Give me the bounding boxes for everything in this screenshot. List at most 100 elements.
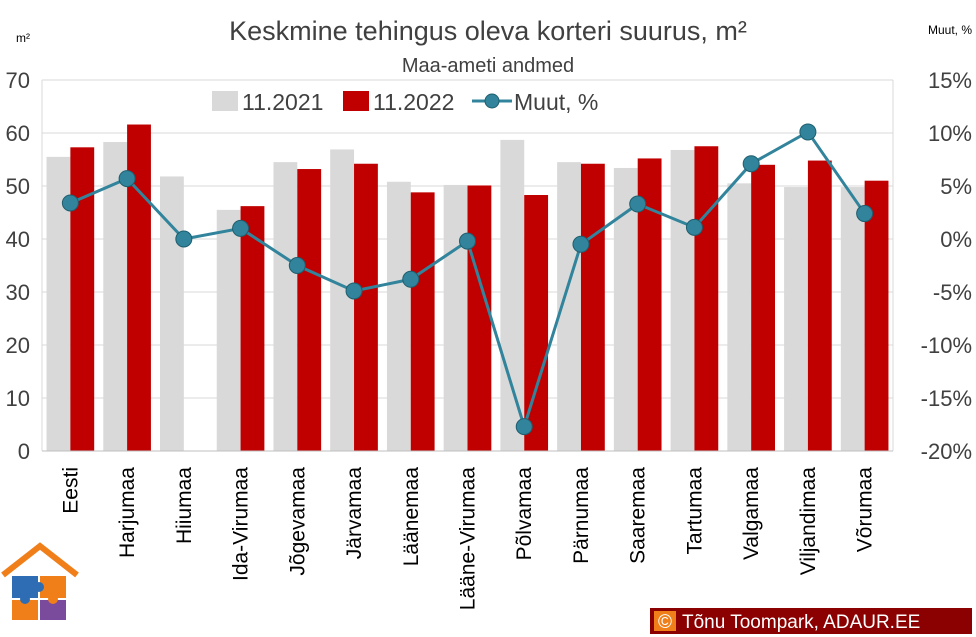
x-category-label: Pärnumaa [570, 467, 593, 564]
bar-2021 [784, 187, 808, 451]
logo-piece-orange-2 [12, 600, 38, 620]
bar-2022 [127, 124, 151, 452]
change-point [629, 195, 647, 213]
bar-2022 [751, 164, 775, 452]
copyright-symbol: © [658, 612, 672, 633]
chart-title: Keskmine tehingus oleva korteri suurus, … [229, 16, 747, 46]
bar-2021 [727, 183, 752, 451]
y-right-tick-label: -15% [921, 386, 972, 411]
bar-2021 [670, 149, 695, 451]
legend-swatch-2022 [343, 91, 369, 111]
bar-2021 [613, 167, 638, 452]
bars [46, 124, 889, 452]
legend-swatch-2021 [212, 91, 238, 111]
y-right-tick-label: -10% [921, 333, 972, 358]
y-right-tick-label: -20% [921, 439, 972, 464]
adaur-logo [1, 542, 79, 620]
bar-2021 [386, 181, 411, 451]
bar-2021 [443, 184, 468, 451]
y-left-tick-label: 60 [6, 121, 30, 146]
change-point [685, 218, 703, 236]
bar-2022 [637, 158, 662, 451]
y-left-tick-label: 20 [6, 333, 30, 358]
bar-2022 [354, 163, 378, 452]
x-category-label: Eesti [59, 467, 82, 514]
copyright-symbol-box [654, 611, 676, 631]
logo-piece-orange [40, 576, 66, 598]
bar-2021 [557, 162, 581, 451]
y-left-tick-label: 0 [18, 439, 30, 464]
y-left-tick-label: 70 [6, 68, 30, 93]
y-left-tick-label: 10 [6, 386, 30, 411]
legend-label-change: Muut, % [514, 89, 598, 115]
change-point [515, 418, 533, 436]
logo-knob-1 [34, 582, 44, 592]
bar-2021 [273, 162, 298, 451]
bar-2022 [70, 147, 95, 451]
x-category-label: Võrumaa [854, 467, 877, 553]
legend-label-2022: 11.2022 [373, 89, 454, 115]
bar-2022 [467, 185, 492, 451]
logo-knob-2 [48, 594, 58, 604]
bar-2022 [240, 206, 265, 451]
change-point [742, 155, 760, 173]
bar-2021 [216, 209, 241, 451]
legend-label-2021: 11.2021 [242, 89, 323, 115]
bar-2022 [410, 192, 435, 452]
y-right-tick-label: 15% [928, 68, 972, 93]
change-point [232, 219, 250, 237]
copyright-text: Tõnu Toompark, ADAUR.EE [682, 612, 920, 633]
legend: 11.2021 11.2022 Muut, % [212, 89, 598, 115]
change-point [288, 257, 306, 274]
y-left-tick-label: 50 [6, 174, 30, 199]
x-category-label: Tartumaa [683, 467, 706, 555]
bar-2021 [160, 176, 184, 451]
change-point [345, 282, 363, 300]
bar-2022 [864, 180, 889, 451]
x-category-label: Viljandimaa [797, 467, 820, 575]
bar-2022 [580, 163, 605, 452]
change-point [856, 205, 874, 223]
legend-marker-change [484, 93, 500, 109]
change-point [572, 235, 590, 253]
bar-2022 [807, 160, 832, 451]
bar-2022 [524, 195, 549, 451]
x-category-label: Järvamaa [343, 467, 366, 560]
bar-2022 [694, 146, 719, 451]
y-right-tick-label: 0% [940, 227, 972, 252]
x-category-label: Saaremaa [627, 467, 650, 564]
bar-2021 [103, 142, 128, 451]
left-axis-unit: m² [16, 31, 30, 45]
change-point [175, 230, 193, 248]
change-point [118, 170, 136, 188]
y-left-tick-label: 40 [6, 227, 30, 252]
change-point [459, 232, 476, 250]
y-left-tick-label: 30 [6, 280, 30, 305]
x-category-label: Hiiumaa [173, 467, 196, 544]
logo-knob-3 [20, 594, 30, 604]
change-point [61, 194, 79, 212]
change-point [402, 270, 420, 288]
copyright-box [650, 608, 972, 634]
bar-2021 [330, 149, 355, 451]
axes: 0 10 20 30 40 50 60 70 -20% -15% -10% -5% 0% 5% 10% 15%… [6, 68, 972, 610]
x-category-label: Harjumaa [116, 467, 139, 558]
x-category-label: Jõgevamaa [286, 467, 309, 576]
right-axis-unit: Muut, % [928, 23, 972, 37]
y-right-tick-label: 10% [928, 121, 972, 146]
x-category-label: Valgamaa [740, 467, 763, 560]
bar-2021 [840, 187, 865, 451]
logo-roof [1, 542, 79, 578]
logo-piece-blue [12, 576, 38, 598]
logo-piece-purple [40, 600, 66, 620]
bar-2021 [46, 156, 71, 451]
bar-2021 [500, 139, 525, 451]
x-category-label: Ida-Virumaa [230, 467, 253, 581]
x-category-label: Põlvamaa [513, 467, 536, 561]
x-category-label: Lääne-Virumaa [457, 467, 480, 611]
y-right-tick-label: -5% [933, 280, 972, 305]
bar-2022 [297, 169, 322, 452]
x-category-label: Läänemaa [400, 467, 423, 567]
